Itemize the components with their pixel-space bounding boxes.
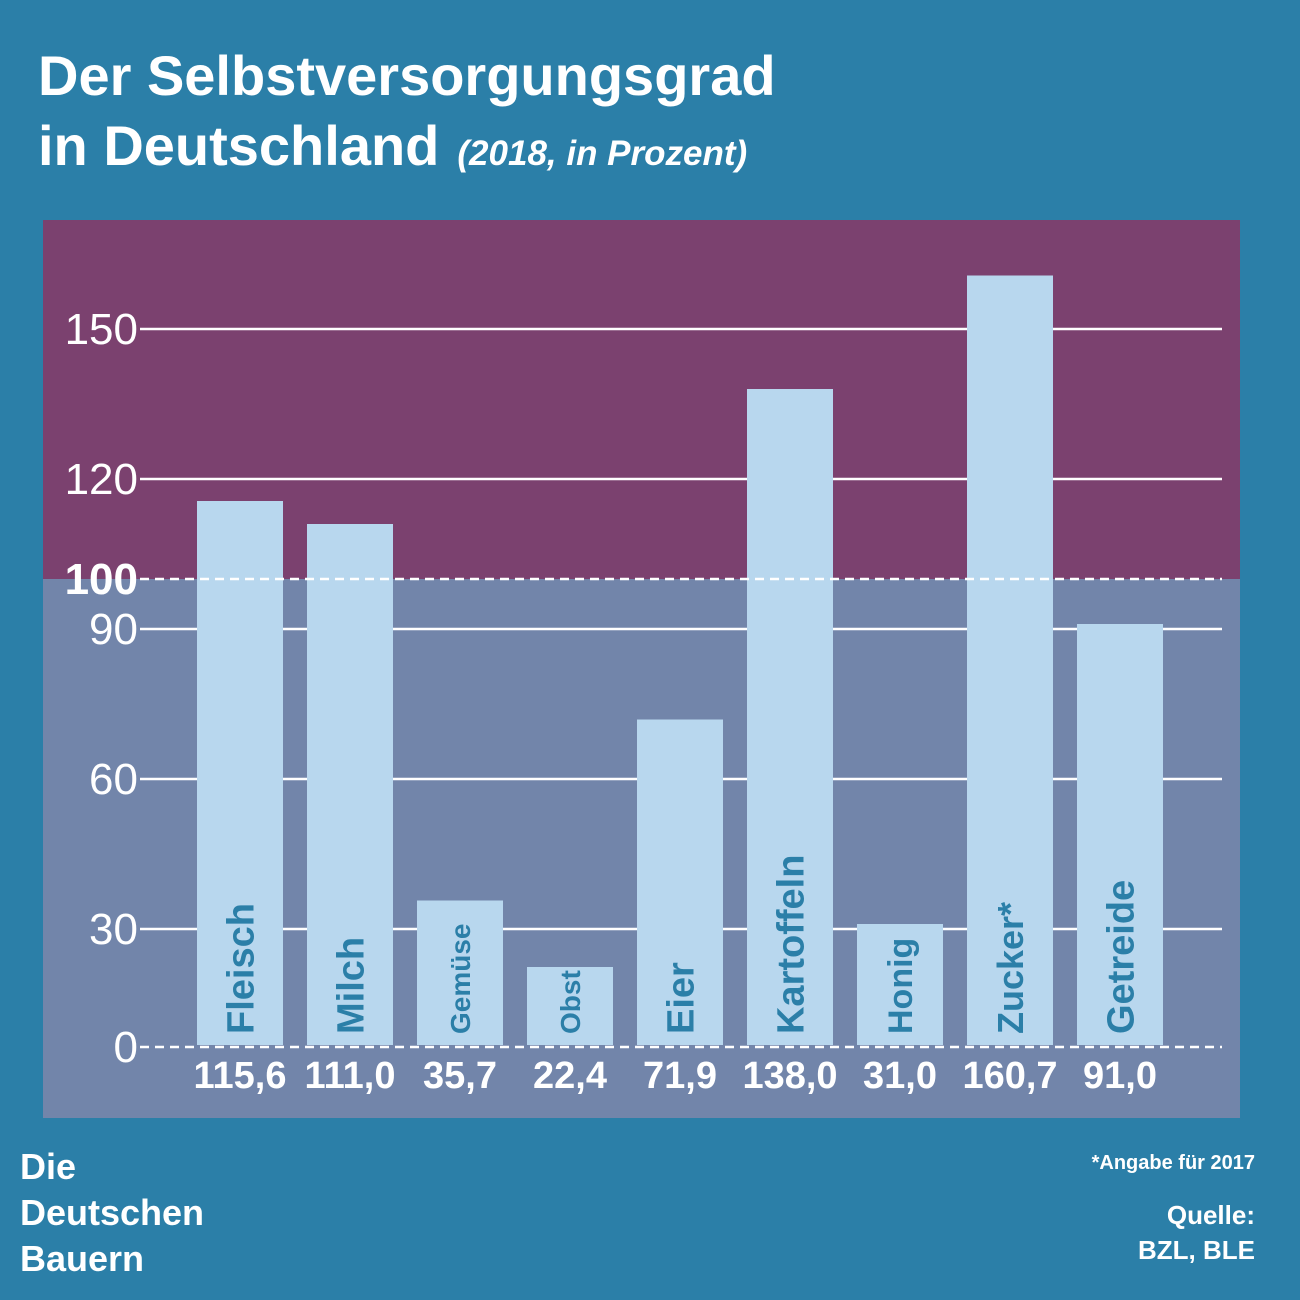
bar-fleisch [197,501,283,1045]
logo-die-deutschen-bauern: Die Deutschen Bauern [20,1144,204,1282]
bar-kartoffeln [747,389,833,1045]
chart-title-line-2: in Deutschland [38,114,440,177]
y-tick-label-30: 30 [89,905,138,954]
value-label: 91,0 [1083,1055,1157,1097]
source-label: Quelle: [1166,1200,1255,1230]
bar-eier [637,719,723,1045]
y-tick-label-120: 120 [65,455,138,504]
value-label: 115,6 [194,1055,287,1097]
bar-obst [527,967,613,1045]
value-label: 22,4 [533,1055,607,1097]
value-label: 71,9 [643,1055,717,1097]
y-tick-label-90: 90 [89,605,138,654]
chart-title-line-1: Der Selbstversorgungsgrad [38,44,776,107]
category-label: Milch [331,937,373,1034]
value-label: 160,7 [962,1055,1057,1097]
chart-subtitle: (2018, in Prozent) [457,134,748,173]
category-label: Fleisch [221,903,263,1034]
y-tick-label-reference: 100 [65,555,138,604]
value-label: 138,0 [742,1055,837,1097]
source-text: BZL, BLE [1138,1235,1255,1265]
y-tick-label-0: 0 [114,1023,138,1072]
bar-getreide [1077,624,1163,1045]
logo-line: Bauern [20,1238,145,1279]
category-label: Kartoffeln [771,855,813,1034]
value-label: 35,7 [423,1055,497,1097]
bar-honig [857,924,943,1045]
category-label: Zucker* [990,902,1031,1034]
category-label: Honig [882,938,920,1034]
logo-line: Die [20,1146,77,1187]
category-label: Eier [661,962,703,1034]
bar-zucker [967,275,1053,1045]
y-tick-label-150: 150 [65,305,138,354]
bar-gemüse [417,900,503,1045]
bar-milch [307,524,393,1045]
value-label: 31,0 [863,1055,937,1097]
y-tick-label-60: 60 [89,755,138,804]
footnote: *Angabe für 2017 [1091,1152,1255,1174]
source-block: Quelle: BZL, BLE [1138,1198,1255,1268]
chart-title-line-2-container: in Deutschland (2018, in Prozent) [38,118,747,182]
category-label: Getreide [1101,880,1143,1034]
category-label: Gemüse [445,924,476,1035]
category-label: Obst [555,970,586,1034]
logo-line: Deutschen [20,1192,205,1233]
value-label: 111,0 [305,1055,396,1097]
